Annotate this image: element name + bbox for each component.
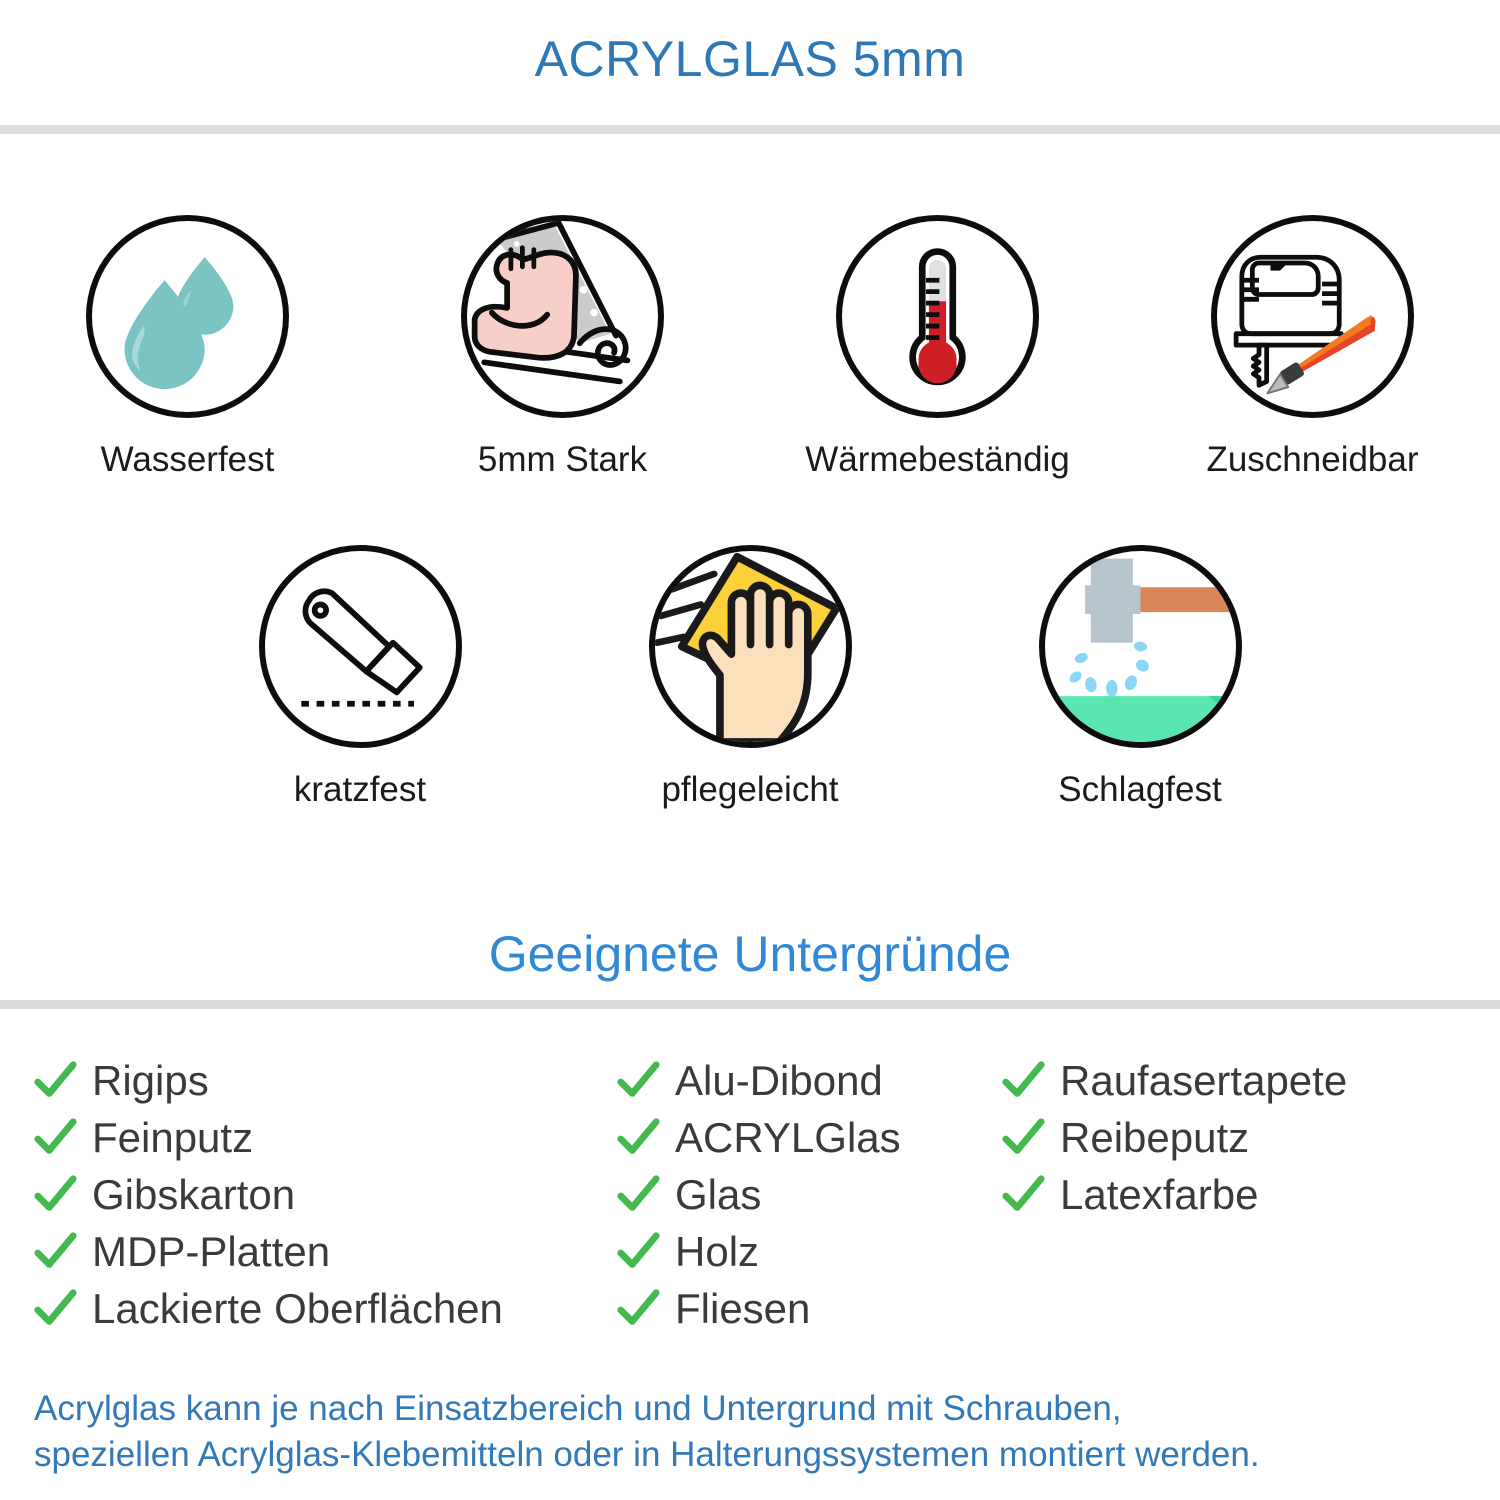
list-item: Feinputz [32, 1109, 615, 1166]
list-item-label: Raufasertapete [1060, 1056, 1348, 1104]
list-item: Fliesen [615, 1280, 1000, 1337]
list-item-label: Fliesen [675, 1284, 811, 1332]
list-item: Raufasertapete [1000, 1052, 1460, 1109]
jigsaw-cutter-icon [1211, 215, 1414, 418]
flexed-arm-icon [461, 215, 664, 418]
feature-schlagfest: Schlagfest [945, 545, 1335, 810]
check-icon [34, 1174, 77, 1211]
list-item: Lackierte Oberflächen [32, 1280, 615, 1337]
list-item-label: Holz [675, 1227, 760, 1275]
list-item-label: Reibeputz [1060, 1113, 1250, 1161]
list-item: Latexfarbe [1000, 1166, 1460, 1223]
list-item-label: Gibskarton [92, 1170, 296, 1218]
checklist-column-1: Rigips Feinputz Gibskarton MDP-Platten L… [0, 1052, 615, 1337]
feature-row-2: kratzfest pflegeleicht [0, 545, 1500, 810]
substrates-checklist: Rigips Feinputz Gibskarton MDP-Platten L… [0, 1052, 1500, 1337]
feature-5mm-stark: 5mm Stark [375, 215, 750, 480]
checklist-column-3: Raufasertapete Reibeputz Latexfarbe [1000, 1052, 1460, 1337]
check-icon [34, 1288, 77, 1325]
list-item-label: MDP-Platten [92, 1227, 331, 1275]
checklist-column-2: Alu-Dibond ACRYLGlas Glas Holz Fliesen [615, 1052, 1000, 1337]
feature-zuschneidbar: Zuschneidbar [1125, 215, 1500, 480]
feature-wasserfest: Wasserfest [0, 215, 375, 480]
feature-label: Wasserfest [100, 440, 275, 479]
list-item: MDP-Platten [32, 1223, 615, 1280]
hand-cloth-icon [648, 545, 852, 748]
check-icon [617, 1288, 660, 1325]
hammer-impact-icon [1038, 545, 1242, 748]
check-icon [617, 1174, 660, 1211]
list-item: Reibeputz [1000, 1109, 1460, 1166]
list-item-label: Rigips [92, 1056, 209, 1104]
feature-pflegeleicht: pflegeleicht [555, 545, 945, 810]
page-title: ACRYLGLAS 5mm [534, 31, 966, 87]
list-item: Rigips [32, 1052, 615, 1109]
check-icon [34, 1060, 77, 1097]
check-icon [34, 1117, 77, 1154]
thermometer-icon [836, 215, 1039, 418]
list-item-label: Latexfarbe [1060, 1170, 1259, 1218]
list-item: Alu-Dibond [615, 1052, 1000, 1109]
list-item: Holz [615, 1223, 1000, 1280]
footer-line-1: Acrylglas kann je nach Einsatzbereich un… [34, 1389, 1122, 1428]
list-item-label: Glas [675, 1170, 762, 1218]
list-item-label: Lackierte Oberflächen [92, 1284, 503, 1332]
feature-waermebestaendig: Wärmebeständig [750, 215, 1125, 480]
divider-top [0, 125, 1500, 134]
cutter-knife-icon [258, 545, 462, 748]
footer-line-2: speziellen Acrylglas-Klebemitteln oder i… [34, 1435, 1260, 1475]
check-icon [617, 1060, 660, 1097]
feature-label: 5mm Stark [477, 440, 648, 479]
feature-kratzfest: kratzfest [165, 545, 555, 810]
check-icon [1002, 1117, 1045, 1154]
divider-middle [0, 1000, 1500, 1009]
water-drops-icon [86, 215, 289, 418]
list-item: ACRYLGlas [615, 1109, 1000, 1166]
check-icon [617, 1231, 660, 1268]
list-item-label: ACRYLGlas [675, 1113, 901, 1161]
feature-label: Zuschneidbar [1206, 440, 1419, 479]
check-icon [1002, 1060, 1045, 1097]
substrates-heading: Geeignete Untergründe [488, 926, 1012, 982]
footer-note: Acrylglas kann je nach Einsatzbereich un… [34, 1386, 1474, 1478]
check-icon [34, 1231, 77, 1268]
feature-label: Schlagfest [1058, 770, 1222, 809]
check-icon [1002, 1174, 1045, 1211]
check-icon [617, 1117, 660, 1154]
list-item-label: Alu-Dibond [675, 1056, 883, 1104]
feature-row-1: Wasserfest [0, 215, 1500, 480]
feature-label: pflegeleicht [661, 770, 839, 809]
feature-label: Wärmebeständig [805, 440, 1070, 479]
list-item: Glas [615, 1166, 1000, 1223]
list-item: Gibskarton [32, 1166, 615, 1223]
list-item-label: Feinputz [92, 1113, 254, 1161]
feature-label: kratzfest [293, 770, 427, 809]
